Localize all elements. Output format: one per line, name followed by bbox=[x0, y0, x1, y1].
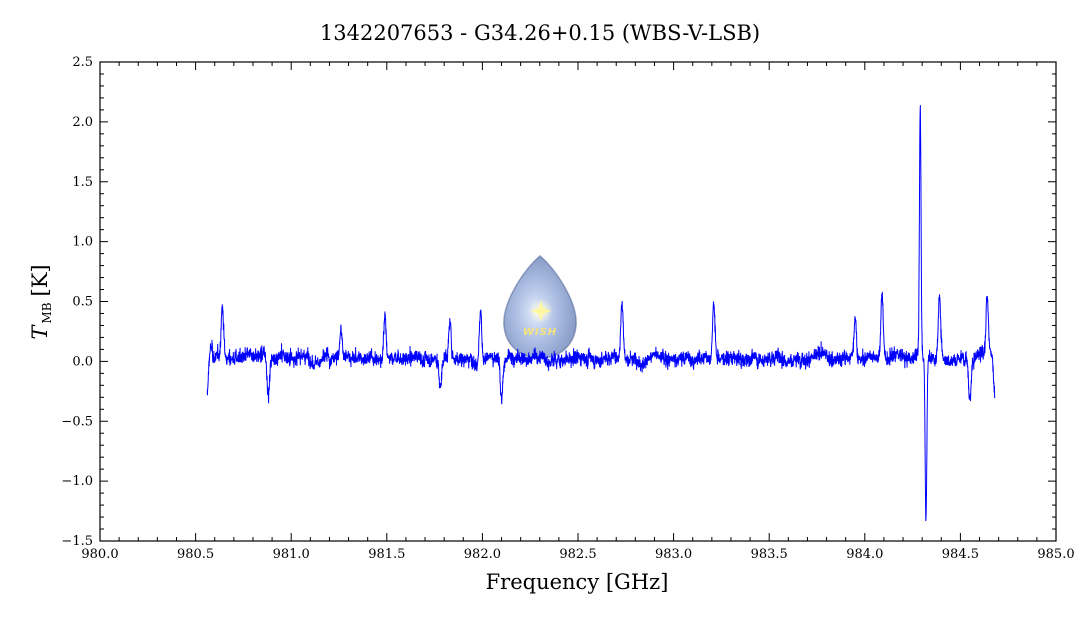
y-axis-label-sub: MB bbox=[40, 302, 54, 323]
x-tick-label: 984.0 bbox=[846, 547, 883, 562]
x-tick-label: 981.5 bbox=[368, 547, 405, 562]
y-tick-label: 2.5 bbox=[72, 55, 93, 70]
y-axis-label: TMB [K] bbox=[28, 264, 54, 339]
y-tick-label: −0.5 bbox=[61, 414, 93, 429]
x-tick-label: 980.0 bbox=[81, 547, 118, 562]
y-axis-label-main: T bbox=[28, 324, 52, 340]
star-icon bbox=[531, 300, 551, 322]
x-tick-label: 980.5 bbox=[177, 547, 214, 562]
spectrum-series-line bbox=[206, 105, 996, 522]
x-tick-label: 983.5 bbox=[751, 547, 788, 562]
axis-ticks bbox=[99, 61, 1057, 542]
y-tick-label: 0.5 bbox=[72, 295, 93, 310]
y-axis-label-unit: [K] bbox=[28, 264, 52, 296]
y-tick-label: 1.5 bbox=[72, 175, 93, 190]
x-axis-label: Frequency [GHz] bbox=[486, 570, 669, 594]
y-tick-label: −1.0 bbox=[61, 474, 93, 489]
tick-labels: 980.0 980.5 981.0 981.5 982.0 982.5 983.0 983.5… bbox=[61, 55, 1074, 562]
y-tick-label: 0.0 bbox=[72, 354, 93, 369]
x-tick-label: 981.0 bbox=[273, 547, 310, 562]
x-tick-label: 983.0 bbox=[655, 547, 692, 562]
y-tick-label: 1.0 bbox=[72, 235, 93, 250]
x-tick-label: 982.5 bbox=[559, 547, 596, 562]
plot-frame bbox=[99, 61, 1057, 542]
x-tick-label: 984.5 bbox=[942, 547, 979, 562]
x-tick-label: 985.0 bbox=[1037, 547, 1074, 562]
x-tick-label: 982.0 bbox=[464, 547, 501, 562]
watermark-text: WISH bbox=[523, 327, 557, 338]
chart-title: 1342207653 - G34.26+0.15 (WBS-V-LSB) bbox=[320, 21, 760, 45]
svg-text:TMB[K]: TMB [K] bbox=[28, 264, 54, 339]
watermark-logo: WISH bbox=[503, 255, 577, 359]
y-tick-label: 2.0 bbox=[72, 115, 93, 130]
y-tick-label: −1.5 bbox=[61, 534, 93, 549]
